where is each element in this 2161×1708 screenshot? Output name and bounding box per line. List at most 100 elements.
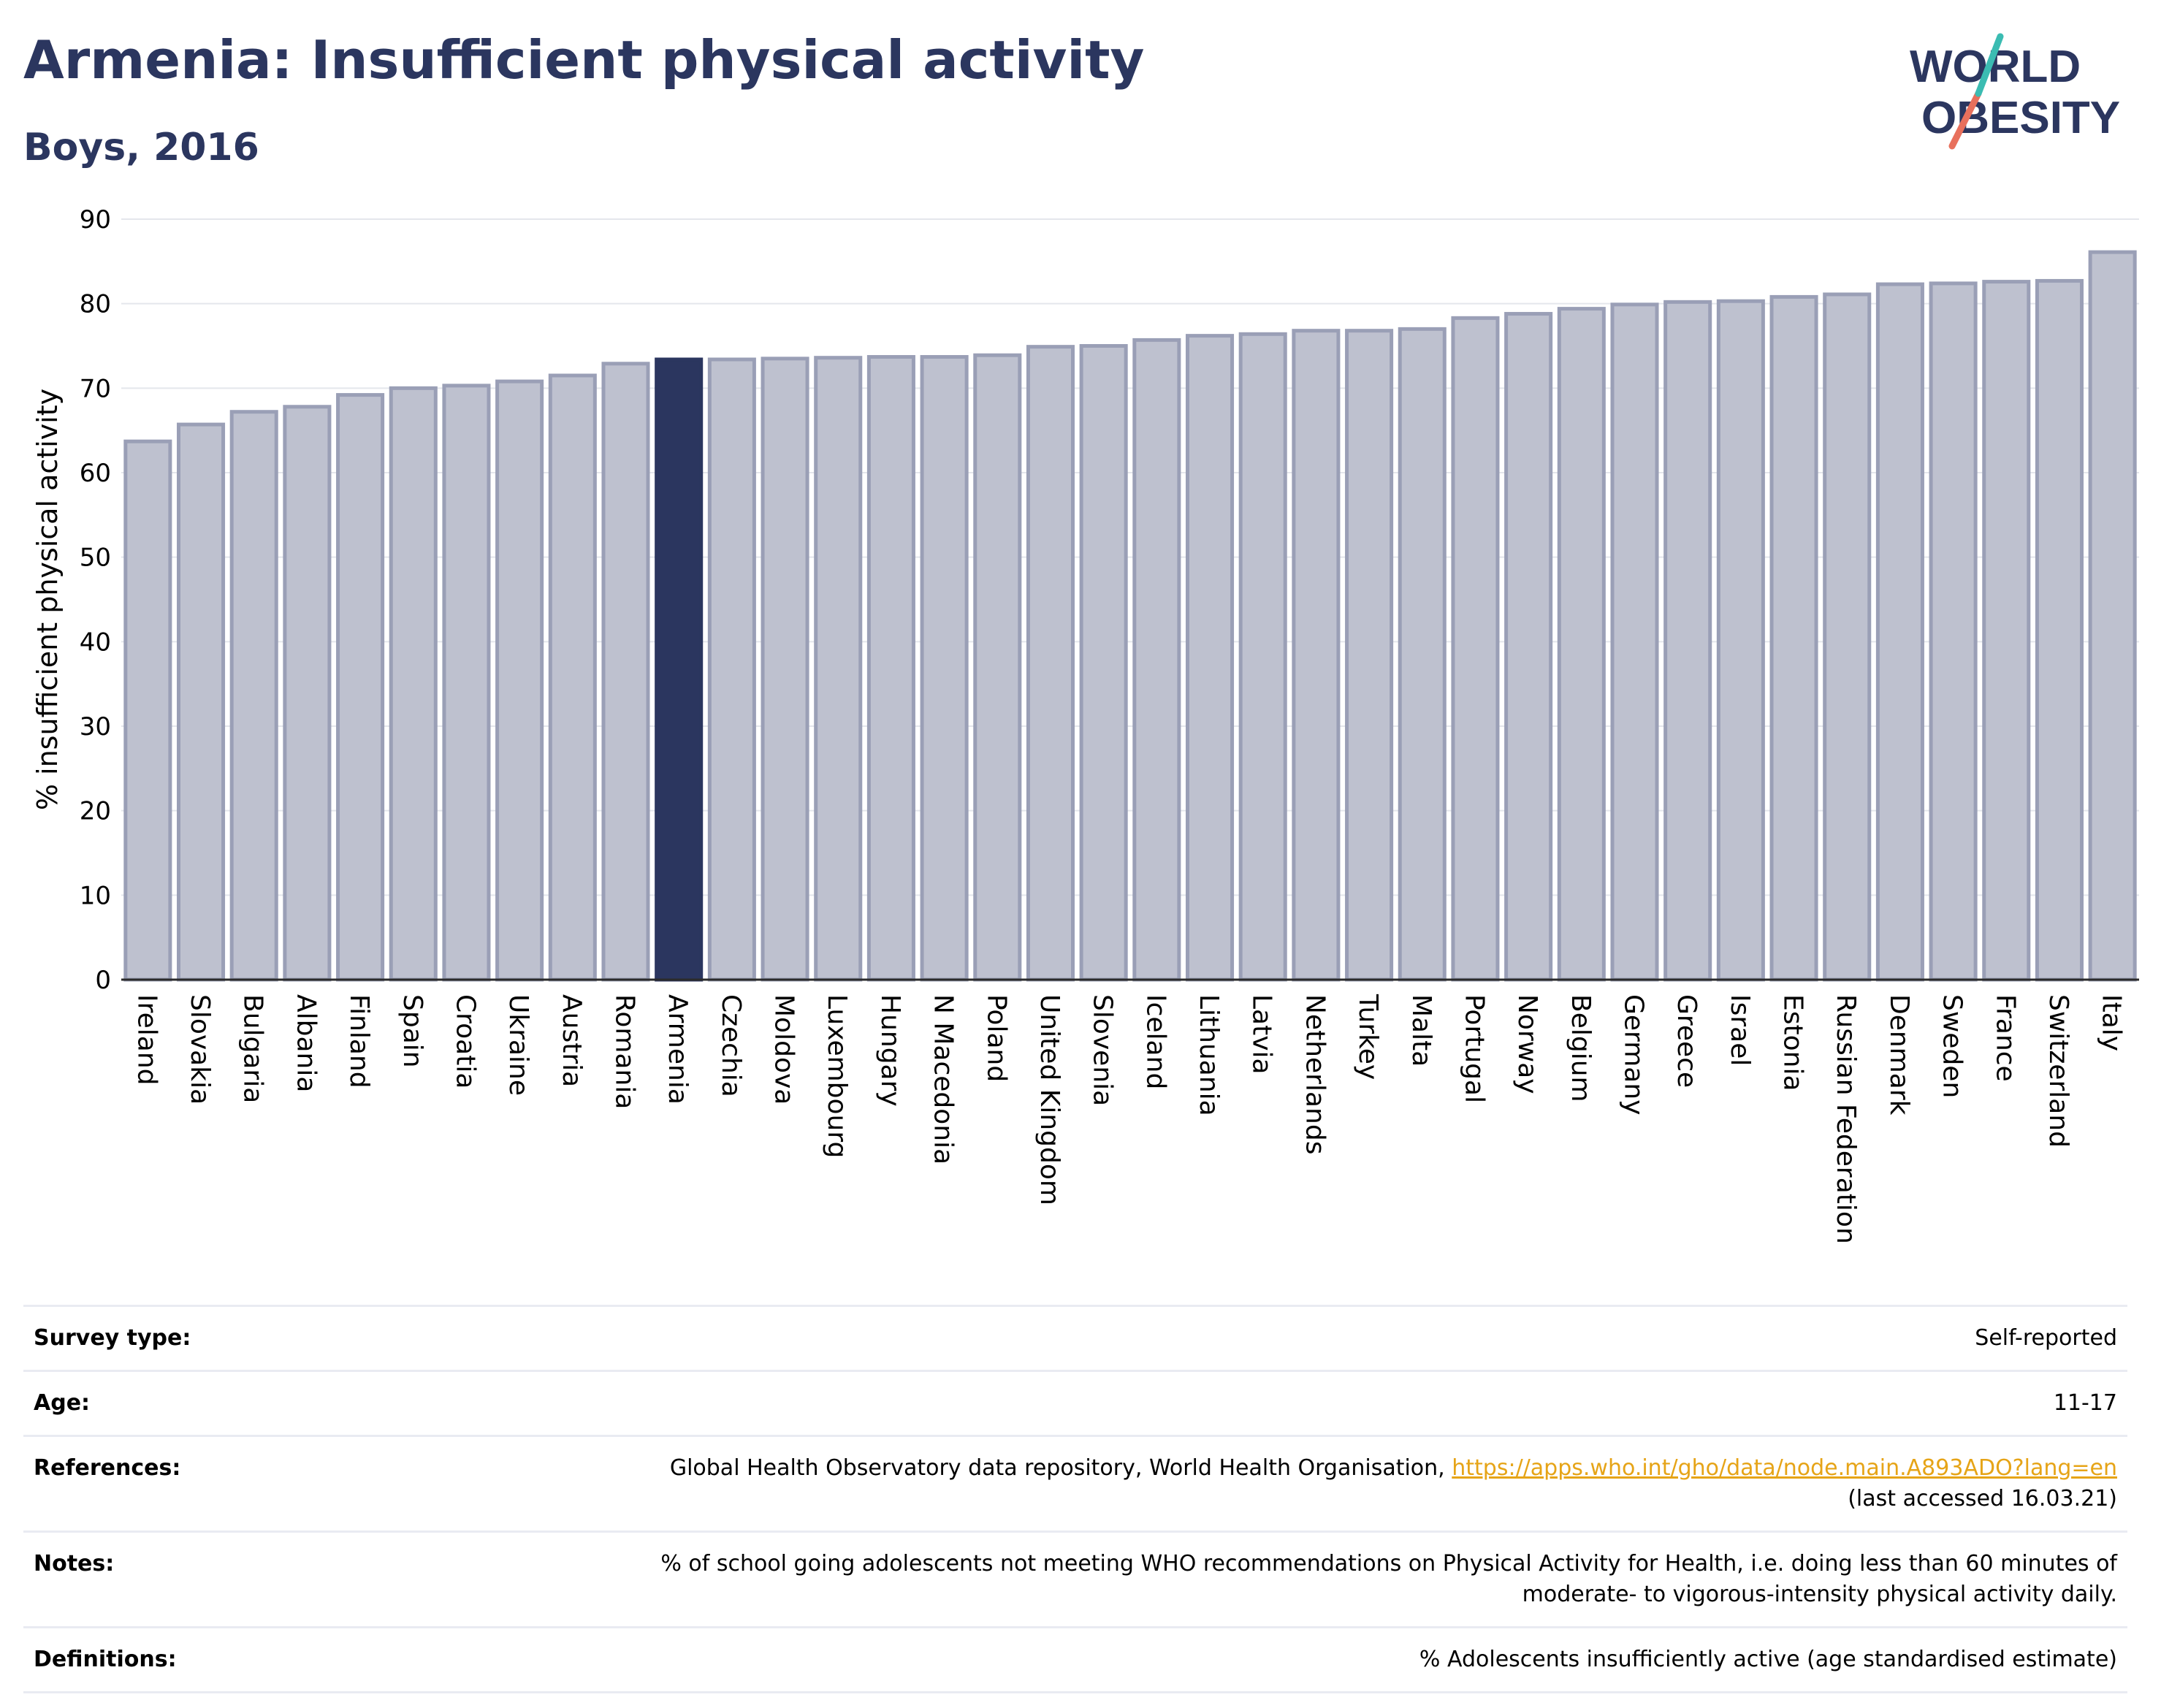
x-tick-label: Slovakia [185,994,215,1105]
x-tick-label: Austria [557,994,587,1087]
info-value: % Adolescents insufficiently active (age… [424,1626,2127,1693]
x-tick-label: Greece [1672,994,1701,1088]
notes-line-1: % of school going adolescents not meetin… [660,1551,2117,1577]
x-tick-label: Ukraine [503,994,533,1096]
bar-france [1982,280,2031,982]
x-tick-label: Iceland [1140,994,1170,1089]
y-tick-label: 10 [80,881,111,910]
info-row-notes: Notes: % of school going adolescents not… [23,1530,2127,1628]
bar-turkey [1345,329,1394,982]
info-table: Survey type: Self-reported Age: 11-17 Re… [23,1305,2127,1693]
x-tick-label: Russian Federation [1831,994,1861,1244]
y-tick-label: 50 [80,544,111,573]
reference-link[interactable]: https://apps.who.int/gho/data/node.main.… [1452,1455,2117,1481]
x-tick-label: Czechia [716,994,746,1097]
y-tick-label: 0 [95,966,111,995]
x-tick-label: Croatia [450,994,480,1089]
bar-czechia [707,357,756,982]
y-axis-label: % insufficient physical activity [31,389,64,810]
info-key: References: [23,1435,424,1532]
info-row-references: References: Global Health Observatory da… [23,1435,2127,1532]
notes-line-2: moderate- to vigorous-intensity physical… [1522,1582,2117,1607]
x-tick-label: Slovenia [1088,994,1118,1106]
logo-slash-red [1948,90,1982,150]
x-tick-label: Spain [397,994,427,1068]
bar-norway [1504,312,1553,982]
x-tick-label: Israel [1725,994,1755,1066]
x-tick-label: Estonia [1778,994,1808,1091]
bar-sweden [1929,281,1978,982]
info-key: Survey type: [23,1305,424,1371]
x-tick-label: Denmark [1884,994,1914,1116]
x-tick-label: Malta [1406,994,1436,1067]
bar-greece [1663,300,1712,982]
x-tick-label: Ireland [132,994,161,1086]
bar-israel [1716,299,1765,982]
x-tick-label: Lithuania [1194,994,1224,1116]
info-key: Notes: [23,1530,424,1628]
y-tick-label: 20 [80,797,111,826]
x-tick-label: Romania [610,994,640,1109]
y-tick-label: 60 [80,459,111,488]
x-tick-label: Latvia [1247,994,1277,1075]
bar-armenia [655,357,704,982]
bar-romania [601,362,650,982]
y-tick-label: 70 [80,374,111,403]
bar-croatia [442,384,491,982]
x-tick-label: Germany [1619,994,1649,1115]
x-tick-label: United Kingdom [1034,994,1064,1205]
info-row-survey-type: Survey type: Self-reported [23,1305,2127,1371]
bar-ireland [123,439,172,982]
x-tick-label: Finland [344,994,374,1089]
bar-belgium [1557,307,1606,982]
info-value: Global Health Observatory data repositor… [424,1435,2127,1532]
bar-moldova [761,357,809,982]
y-tick-label: 80 [80,290,111,319]
info-value: Self-reported [424,1305,2127,1371]
x-tick-label: Italy [2097,994,2127,1051]
bar-luxembourg [814,356,863,982]
reference-accessed: (last accessed 16.03.21) [1848,1486,2117,1511]
bar-slovakia [176,422,226,982]
x-tick-label: Luxembourg [822,994,852,1158]
x-tick-label: Poland [981,994,1011,1082]
bar-denmark [1875,282,1924,982]
bar-italy [2088,250,2137,982]
info-value: % of school going adolescents not meetin… [424,1530,2127,1628]
bar-germany [1610,302,1659,982]
bar-lithuania [1185,334,1235,982]
x-tick-label: Albania [291,994,321,1092]
bar-ukraine [495,379,544,982]
bar-latvia [1238,332,1287,982]
x-tick-label: Belgium [1566,994,1596,1102]
bar-hungary [866,355,915,982]
info-key: Definitions: [23,1626,424,1693]
reference-text: Global Health Observatory data repositor… [669,1455,1445,1481]
x-tick-label: Sweden [1937,994,1967,1098]
logo-slash-teal [1975,33,2004,97]
bar-estonia [1769,294,1818,982]
bar-switzerland [2035,278,2084,982]
bar-poland [973,353,1022,982]
x-tick-label: Turkey [1353,994,1383,1080]
info-key: Age: [23,1370,424,1436]
info-value: 11-17 [424,1370,2127,1436]
x-tick-label: Switzerland [2043,994,2073,1148]
bar-spain [389,386,438,982]
x-tick-label: Bulgaria [238,994,268,1103]
bar-austria [548,373,597,982]
world-obesity-logo: WORLD OBESITY [1910,33,2120,150]
x-tick-label: N Macedonia [929,994,958,1164]
x-tick-label: Portugal [1459,994,1489,1103]
info-row-age: Age: 11-17 [23,1370,2127,1436]
bar-netherlands [1292,329,1341,982]
y-tick-label: 90 [80,205,111,235]
bar-russian-federation [1823,292,1872,982]
y-tick-label: 40 [80,628,111,657]
x-tick-label: Norway [1512,994,1542,1094]
x-tick-label: Armenia [663,994,693,1105]
bar-chart: 0 10 20 30 40 50 60 70 80 90 % insufficient physic… [31,205,2139,1244]
x-tick-label: Hungary [875,994,905,1107]
bar-slovenia [1079,344,1128,982]
bar-malta [1398,327,1447,982]
